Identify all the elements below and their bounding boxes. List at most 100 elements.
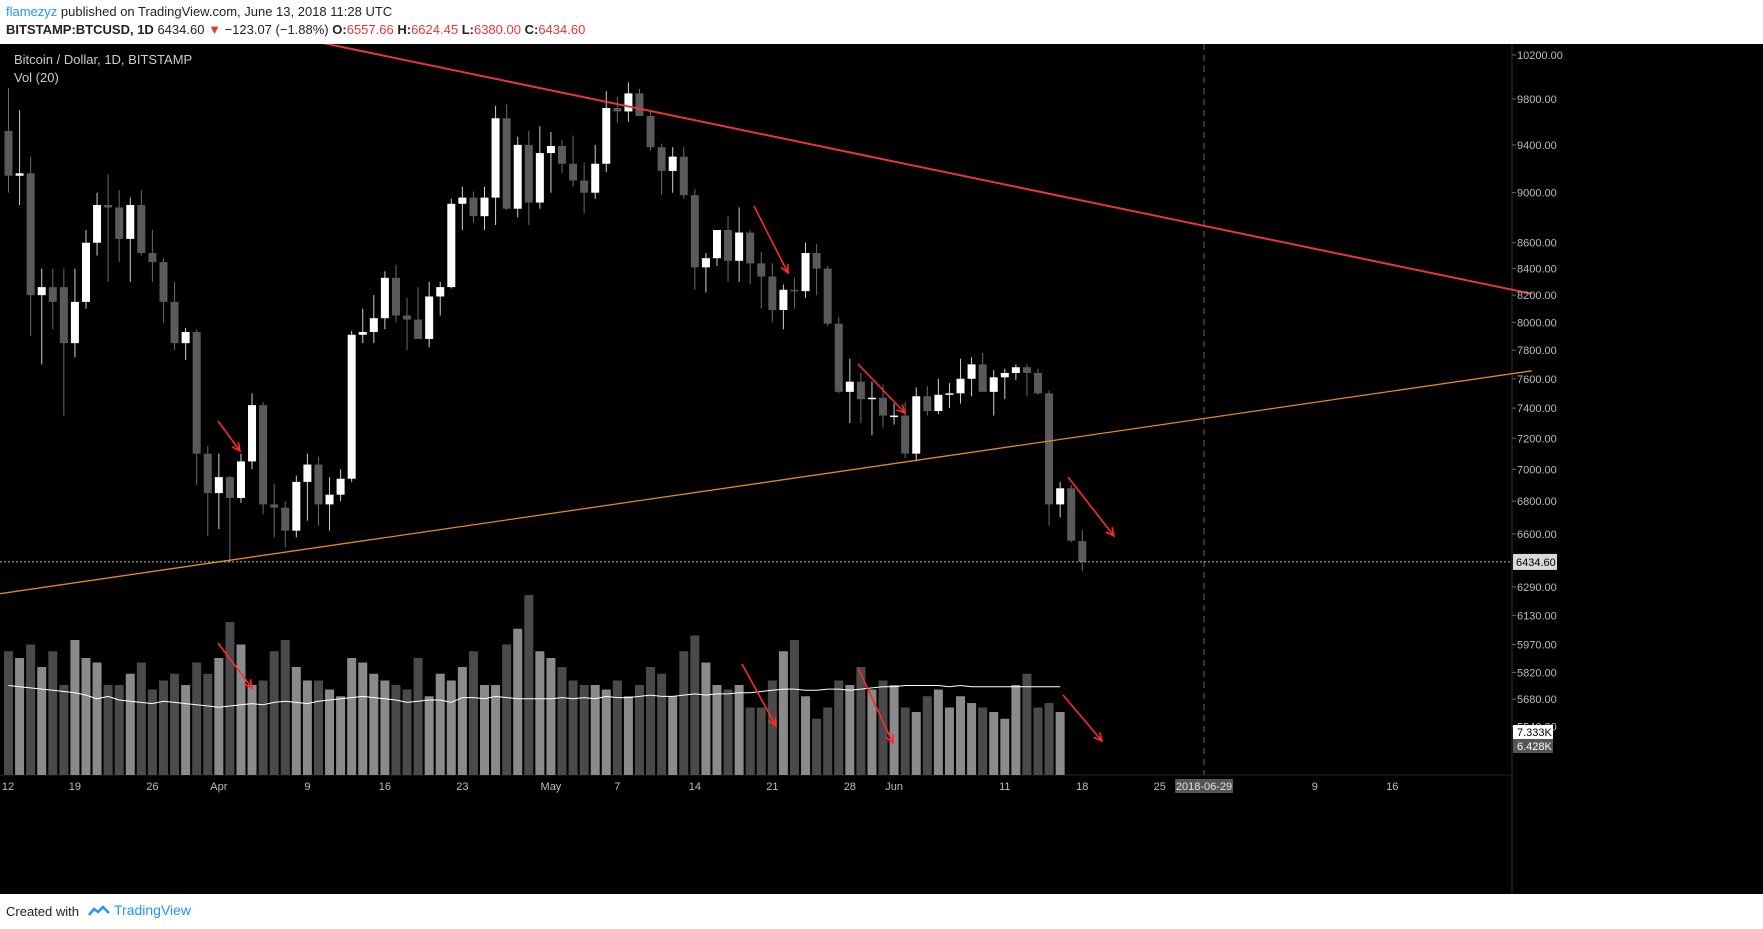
published-text: published on TradingView.com, June 13, 2… xyxy=(60,4,393,19)
volume-bar xyxy=(313,680,323,775)
candle-body xyxy=(546,146,555,154)
volume-bar xyxy=(325,689,335,775)
high-value: 6624.45 xyxy=(411,22,459,37)
chart-area[interactable]: 10200.00 9800.00 9400.00 9000.00 8600.00 8400… xyxy=(0,37,1763,894)
candle-body xyxy=(1011,367,1020,373)
volume-bar xyxy=(147,689,157,775)
x-tick-label: 11 xyxy=(999,781,1010,793)
volume-bar xyxy=(646,667,656,775)
date-cursor-badge xyxy=(1175,779,1234,793)
x-tick-label: 21 xyxy=(766,781,778,793)
candle-body xyxy=(259,405,268,505)
candle-body xyxy=(823,268,832,324)
last-price-badge xyxy=(1513,553,1557,570)
volume-bar xyxy=(26,644,36,775)
volume-bar xyxy=(4,651,13,775)
volume-bar xyxy=(170,673,180,775)
candle-body xyxy=(591,163,600,193)
candle-body xyxy=(513,144,522,209)
y-tick-label: 6290.00 xyxy=(1517,582,1557,594)
candle-body xyxy=(347,334,356,479)
high-label: H: xyxy=(397,22,412,37)
volume-bar xyxy=(81,658,91,775)
candle-body xyxy=(679,156,688,196)
volume-bar xyxy=(203,673,213,775)
candle-body xyxy=(657,147,666,171)
volume-bar xyxy=(789,640,799,775)
candle-body xyxy=(458,197,467,204)
candle-body xyxy=(558,146,566,164)
annotation-arrow xyxy=(753,205,789,274)
arrow-head-icon xyxy=(1105,527,1116,538)
candle-body xyxy=(170,301,179,344)
volume-bar xyxy=(756,707,766,775)
candle-body xyxy=(856,381,865,400)
annotation-arrow xyxy=(1067,476,1115,537)
volume-bar xyxy=(424,696,434,775)
volume-bar xyxy=(1033,707,1043,775)
close-value: 6434.60 xyxy=(538,22,586,37)
volume-bar xyxy=(114,685,124,775)
volume-bar xyxy=(568,680,578,775)
candle-body xyxy=(1034,372,1043,394)
candle-body xyxy=(912,396,921,454)
volume-bar xyxy=(291,667,301,775)
volume-bar xyxy=(1000,718,1010,775)
volume-bar xyxy=(247,685,257,775)
candle-body xyxy=(923,396,932,412)
candlestick-chart[interactable]: 10200.00 9800.00 9400.00 9000.00 8600.00 8400… xyxy=(0,37,1763,894)
candle-body xyxy=(690,195,699,268)
y-tick-label: 8000.00 xyxy=(1517,317,1557,329)
volume-bar xyxy=(214,658,224,775)
volume-bar xyxy=(192,662,202,775)
volume-bar xyxy=(690,635,700,775)
candle-body xyxy=(281,507,290,531)
candle-body xyxy=(70,301,79,344)
x-tick-label: Apr xyxy=(210,781,227,793)
candle-body xyxy=(126,205,135,239)
footer: Created with TradingView xyxy=(0,894,1763,929)
candle-body xyxy=(81,242,90,302)
candle-body xyxy=(203,453,212,494)
volume-bar xyxy=(734,685,744,775)
candle-body xyxy=(403,315,412,320)
candle-body xyxy=(1067,488,1076,541)
volume-bar xyxy=(446,680,456,775)
last-price: 6434.60 xyxy=(157,22,205,37)
volume-bar xyxy=(1011,685,1021,775)
publish-line: flamezyz published on TradingView.com, J… xyxy=(6,4,392,19)
trendline-support xyxy=(0,370,1532,595)
annotation-arrow xyxy=(857,667,894,744)
candle-body xyxy=(724,230,733,261)
candle-body xyxy=(236,461,245,498)
tradingview-brand[interactable]: TradingView xyxy=(88,902,191,918)
candle-body xyxy=(1045,393,1054,505)
symbol-label: BITSTAMP:BTCUSD, 1D xyxy=(6,22,154,37)
x-tick-label: 14 xyxy=(689,781,701,793)
candle-body xyxy=(115,207,124,239)
volume-bar xyxy=(457,667,467,775)
volume-bar xyxy=(181,685,191,775)
candle-body xyxy=(834,323,843,392)
volume-bar xyxy=(933,689,943,775)
brand-text: TradingView xyxy=(114,902,192,918)
volume-bar xyxy=(280,640,290,775)
volume-bar xyxy=(867,689,877,775)
volume-bar xyxy=(668,696,678,775)
volume-bar xyxy=(491,685,501,775)
author-link[interactable]: flamezyz xyxy=(6,4,58,19)
volume-bar xyxy=(767,680,777,775)
created-with-text: Created with xyxy=(6,904,79,919)
candle-body xyxy=(1078,541,1087,562)
candle-body xyxy=(93,205,102,243)
volume-value-label: 6.428K xyxy=(1517,741,1553,753)
candle-body xyxy=(425,296,434,339)
candle-body xyxy=(137,205,146,254)
change-arrow-icon: ▼ xyxy=(208,22,221,37)
candle-body xyxy=(867,397,876,400)
volume-bar xyxy=(70,640,80,775)
volume-bar xyxy=(435,673,445,775)
candle-body xyxy=(790,289,799,292)
volume-bar xyxy=(911,712,921,775)
legend-volume: Vol (20) xyxy=(14,70,59,85)
